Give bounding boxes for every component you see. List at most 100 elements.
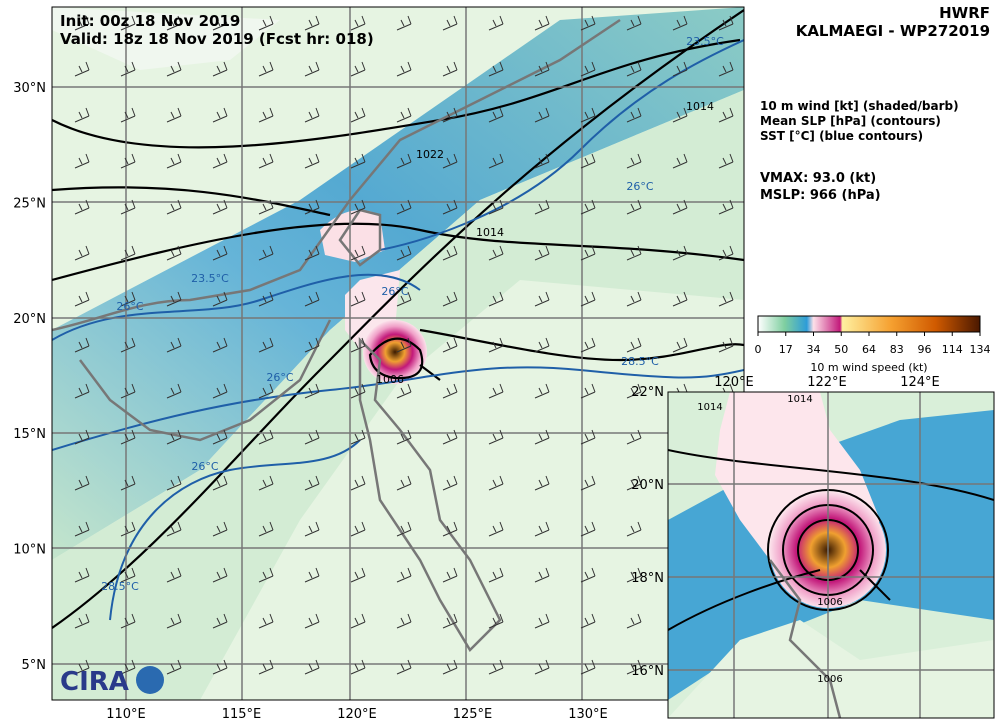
field-desc: Mean SLP [hPa] (contours) xyxy=(760,114,941,128)
lat-label: 25°N xyxy=(13,196,46,211)
wind-barb xyxy=(74,61,90,77)
contour-label: 26°C xyxy=(191,460,218,473)
inset-map: 1014 1014 1006 1006 xyxy=(668,392,994,718)
contour-label: 1014 xyxy=(686,100,714,113)
wind-barb xyxy=(580,337,596,353)
wind-barb xyxy=(672,153,688,169)
wind-barb xyxy=(442,613,458,629)
wind-barb xyxy=(120,613,136,629)
colorbar-tick-label: 83 xyxy=(890,343,904,356)
colorbar-tick-label: 17 xyxy=(779,343,793,356)
wind-barb xyxy=(626,475,642,491)
wind-barb xyxy=(120,245,136,261)
wind-barb xyxy=(718,291,734,307)
wind-barb xyxy=(166,245,182,261)
lon-label: 110°E xyxy=(106,707,146,722)
wind-barb xyxy=(442,659,458,675)
wind-barb xyxy=(626,291,642,307)
wind-barb xyxy=(534,15,550,31)
wind-barb xyxy=(74,337,90,353)
wind-barb xyxy=(672,107,688,123)
wind-barb xyxy=(580,107,596,123)
lon-label: 120°E xyxy=(714,375,754,390)
wind-barb xyxy=(304,429,320,445)
contour-label: 26°C xyxy=(266,371,293,384)
wind-barb xyxy=(120,153,136,169)
wind-barb xyxy=(304,383,320,399)
wind-barb xyxy=(258,107,274,123)
wind-barb xyxy=(74,659,90,675)
wind-barb xyxy=(580,291,596,307)
stat: MSLP: 966 (hPa) xyxy=(760,188,881,203)
contour-label: 28.5°C xyxy=(101,580,139,593)
wind-barb xyxy=(396,475,412,491)
wind-barb xyxy=(488,521,504,537)
wind-barb xyxy=(626,153,642,169)
wind-barb xyxy=(442,337,458,353)
wind-barb xyxy=(212,107,228,123)
wind-barb xyxy=(580,659,596,675)
wind-barb xyxy=(442,521,458,537)
wind-barb xyxy=(580,153,596,169)
wind-barb xyxy=(258,15,274,31)
wind-barb xyxy=(166,337,182,353)
wind-barb xyxy=(74,613,90,629)
contour-label: 23.5°C xyxy=(191,272,229,285)
wind-barb xyxy=(626,383,642,399)
wind-barb xyxy=(350,567,366,583)
wind-barb xyxy=(488,61,504,77)
wind-barb xyxy=(74,15,90,31)
init-text: Init: 00z 18 Nov 2019 xyxy=(60,12,240,30)
wind-barb xyxy=(258,199,274,215)
wind-barb xyxy=(580,61,596,77)
wind-barb xyxy=(488,475,504,491)
wind-barb xyxy=(534,107,550,123)
wind-barb xyxy=(258,61,274,77)
wind-barb xyxy=(672,15,688,31)
contour-label: 26°C xyxy=(381,285,408,298)
wind-barb xyxy=(626,429,642,445)
wind-barb xyxy=(488,245,504,261)
wind-barb xyxy=(166,659,182,675)
wind-barb xyxy=(580,475,596,491)
wind-barb xyxy=(718,61,734,77)
wind-barb xyxy=(212,567,228,583)
contour-label: 1006 xyxy=(817,674,842,685)
wind-barb xyxy=(350,291,366,307)
contour-label: 26°C xyxy=(116,300,143,313)
wind-barb xyxy=(212,153,228,169)
wind-barb xyxy=(74,291,90,307)
wind-barb xyxy=(350,659,366,675)
contour-label: 26°C xyxy=(626,180,653,193)
wind-barb xyxy=(120,15,136,31)
wind-barb xyxy=(166,291,182,307)
wind-barb xyxy=(672,245,688,261)
wind-barb xyxy=(534,659,550,675)
wind-barb xyxy=(442,199,458,215)
wind-barb xyxy=(74,199,90,215)
wind-barb xyxy=(258,383,274,399)
wind-barb xyxy=(580,199,596,215)
wind-barb xyxy=(396,107,412,123)
wind-barb xyxy=(396,383,412,399)
wind-barb xyxy=(626,199,642,215)
wind-barb xyxy=(396,291,412,307)
lon-label: 125°E xyxy=(453,707,493,722)
wind-barb xyxy=(350,153,366,169)
wind-barb xyxy=(304,199,320,215)
wind-barb xyxy=(442,153,458,169)
wind-barb xyxy=(258,475,274,491)
lon-label: 130°E xyxy=(568,707,608,722)
wind-barb xyxy=(212,383,228,399)
wind-barb xyxy=(166,613,182,629)
wind-barb xyxy=(350,245,366,261)
wind-barb xyxy=(258,291,274,307)
wind-barb xyxy=(488,337,504,353)
wind-barb xyxy=(120,291,136,307)
wind-barb xyxy=(120,383,136,399)
wind-barb xyxy=(304,613,320,629)
colorbar-label: 10 m wind speed (kt) xyxy=(810,361,927,374)
wind-barb xyxy=(442,429,458,445)
wind-barb xyxy=(212,521,228,537)
